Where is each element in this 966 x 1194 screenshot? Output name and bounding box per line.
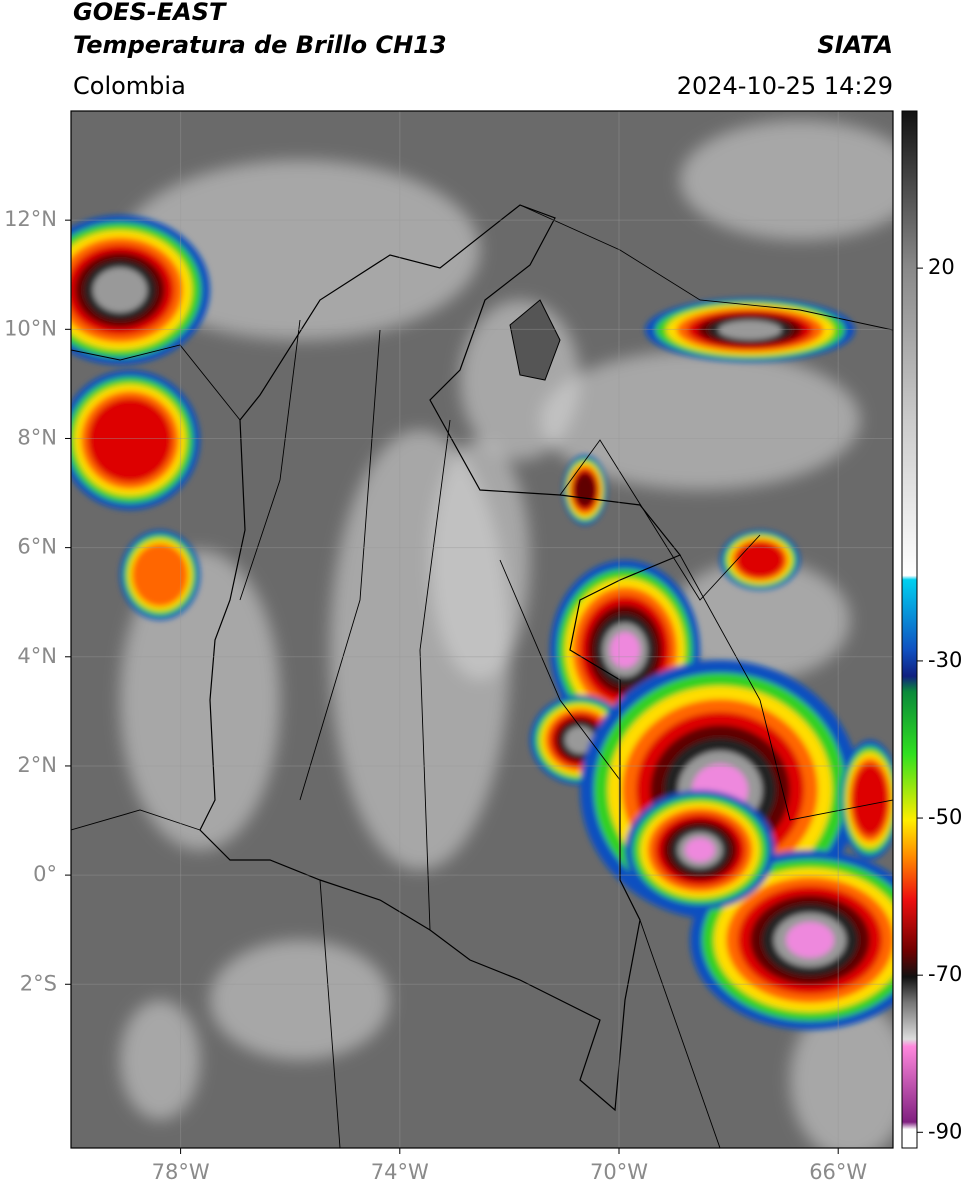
- cloud: [670, 560, 850, 680]
- region: Colombia: [73, 72, 186, 100]
- y-tick-label: 12°N: [4, 207, 57, 231]
- colorbar-tick-label: -70: [928, 962, 962, 986]
- cloud: [120, 160, 480, 340]
- cloud: [120, 550, 280, 850]
- cloud: [210, 940, 390, 1060]
- colorbar-tick-label: -90: [928, 1119, 962, 1143]
- x-tick-label: 66°W: [809, 1160, 867, 1184]
- storm-cell: [718, 320, 782, 340]
- y-tick-label: 2°S: [20, 971, 57, 995]
- storm-cell: [786, 922, 834, 958]
- colorbar-tick-label: -50: [928, 805, 962, 829]
- y-tick-label: 0°: [33, 862, 57, 886]
- y-tick-label: 10°N: [4, 316, 57, 340]
- cloud: [540, 350, 860, 490]
- storm-cell: [736, 542, 784, 578]
- y-tick-label: 6°N: [17, 535, 57, 559]
- cloud: [790, 1000, 893, 1148]
- satellite-image: [71, 111, 893, 1148]
- storm-cell: [574, 472, 596, 508]
- x-tick-label: 70°W: [590, 1160, 648, 1184]
- y-tick-label: 2°N: [17, 753, 57, 777]
- x-tick-label: 78°W: [152, 1160, 210, 1184]
- storm-cell: [852, 764, 888, 836]
- colorbar-tick-label: -30: [928, 648, 962, 672]
- y-tick-label: 4°N: [17, 644, 57, 668]
- timestamp: 2024-10-25 14:29: [677, 72, 893, 100]
- cloud: [680, 120, 893, 240]
- y-tick-label: 8°N: [17, 425, 57, 449]
- x-tick-label: 74°W: [371, 1160, 429, 1184]
- storm-cell: [610, 632, 640, 668]
- storm-cell: [685, 838, 715, 862]
- cloud: [430, 440, 530, 680]
- colorbar: [901, 110, 918, 1149]
- colorbar-tick-label: 20: [928, 255, 955, 279]
- storm-cell: [132, 543, 188, 607]
- storm-cell: [88, 398, 172, 482]
- map-frame: [70, 110, 894, 1149]
- cloud: [120, 1000, 200, 1120]
- subtitle: Temperatura de Brillo CH13: [73, 31, 447, 59]
- source: SIATA: [817, 31, 893, 59]
- title: GOES-EAST: [73, 0, 227, 26]
- storm-cell: [93, 267, 147, 313]
- storm-cell: [565, 726, 595, 754]
